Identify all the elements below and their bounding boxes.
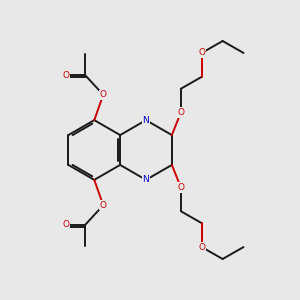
Text: O: O <box>177 108 184 117</box>
Text: O: O <box>198 49 205 58</box>
Text: O: O <box>62 71 69 80</box>
Text: O: O <box>177 183 184 192</box>
Text: N: N <box>142 176 149 184</box>
Text: O: O <box>100 201 107 210</box>
Text: O: O <box>198 242 205 251</box>
Text: N: N <box>142 116 149 124</box>
Text: O: O <box>62 220 69 229</box>
Text: O: O <box>100 90 107 99</box>
